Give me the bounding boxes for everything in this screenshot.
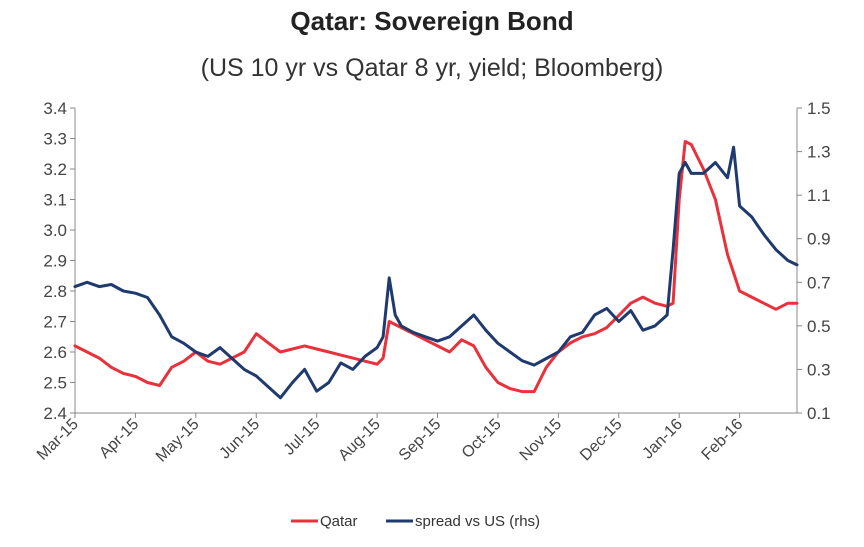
right-tick-label: 1.3 [807,143,831,162]
x-tick-label: May-15 [153,416,203,466]
x-tick-label: Apr-15 [96,416,142,462]
series-group [73,140,799,400]
left-tick-label: 2.7 [43,313,67,332]
series-line-qatar [73,140,799,394]
x-tick-label: Feb-16 [699,416,747,464]
legend-label-qatar: Qatar [320,513,358,530]
left-tick-label: 2.4 [43,404,67,423]
right-tick-label: 0.3 [807,360,831,379]
right-tick-label: 0.7 [807,273,831,292]
left-tick-label: 3.2 [43,160,67,179]
left-tick-label: 3.3 [43,130,67,149]
series-line-spread [73,145,799,400]
right-tick-label: 0.9 [807,230,831,249]
x-tick-label: Jan-16 [639,416,686,463]
left-tick-label: 2.8 [43,282,67,301]
x-axis-ticks: Mar-15 Apr-15 May-15 Jun-15 Jul-15 Aug-15 Sep-… [34,413,747,466]
chart-title: Qatar: Sovereign Bond [290,6,573,36]
right-tick-label: 1.1 [807,186,831,205]
legend-label-spread: spread vs US (rhs) [415,513,540,530]
left-tick-label: 2.5 [43,374,67,393]
axes-group [74,108,798,414]
left-tick-label: 3.0 [43,221,67,240]
right-tick-label: 1.5 [807,99,831,118]
x-tick-label: Oct-15 [459,416,505,462]
left-tick-label: 2.9 [43,252,67,271]
right-tick-label: 0.5 [807,317,831,336]
left-tick-label: 2.6 [43,343,67,362]
x-tick-label: Dec-15 [577,416,626,465]
x-tick-label: Nov-15 [517,416,566,465]
left-tick-label: 3.1 [43,191,67,210]
x-tick-label: Jul-15 [281,416,324,459]
x-tick-label: Sep-15 [396,416,445,465]
legend: Qatar spread vs US (rhs) [291,513,540,530]
left-axis-ticks: 2.4 2.5 2.6 2.7 2.8 2.9 3.0 3.1 3.2 3.3 3.4 [43,99,75,423]
right-axis-ticks: 0.1 0.3 0.5 0.7 0.9 1.1 1.3 1.5 [797,99,831,423]
chart-subtitle: (US 10 yr vs Qatar 8 yr, yield; Bloomber… [201,54,664,82]
x-tick-label: Aug-15 [335,416,384,465]
x-tick-label: Jun-15 [216,416,263,463]
left-tick-label: 3.4 [43,99,67,118]
right-tick-label: 0.1 [807,404,831,423]
